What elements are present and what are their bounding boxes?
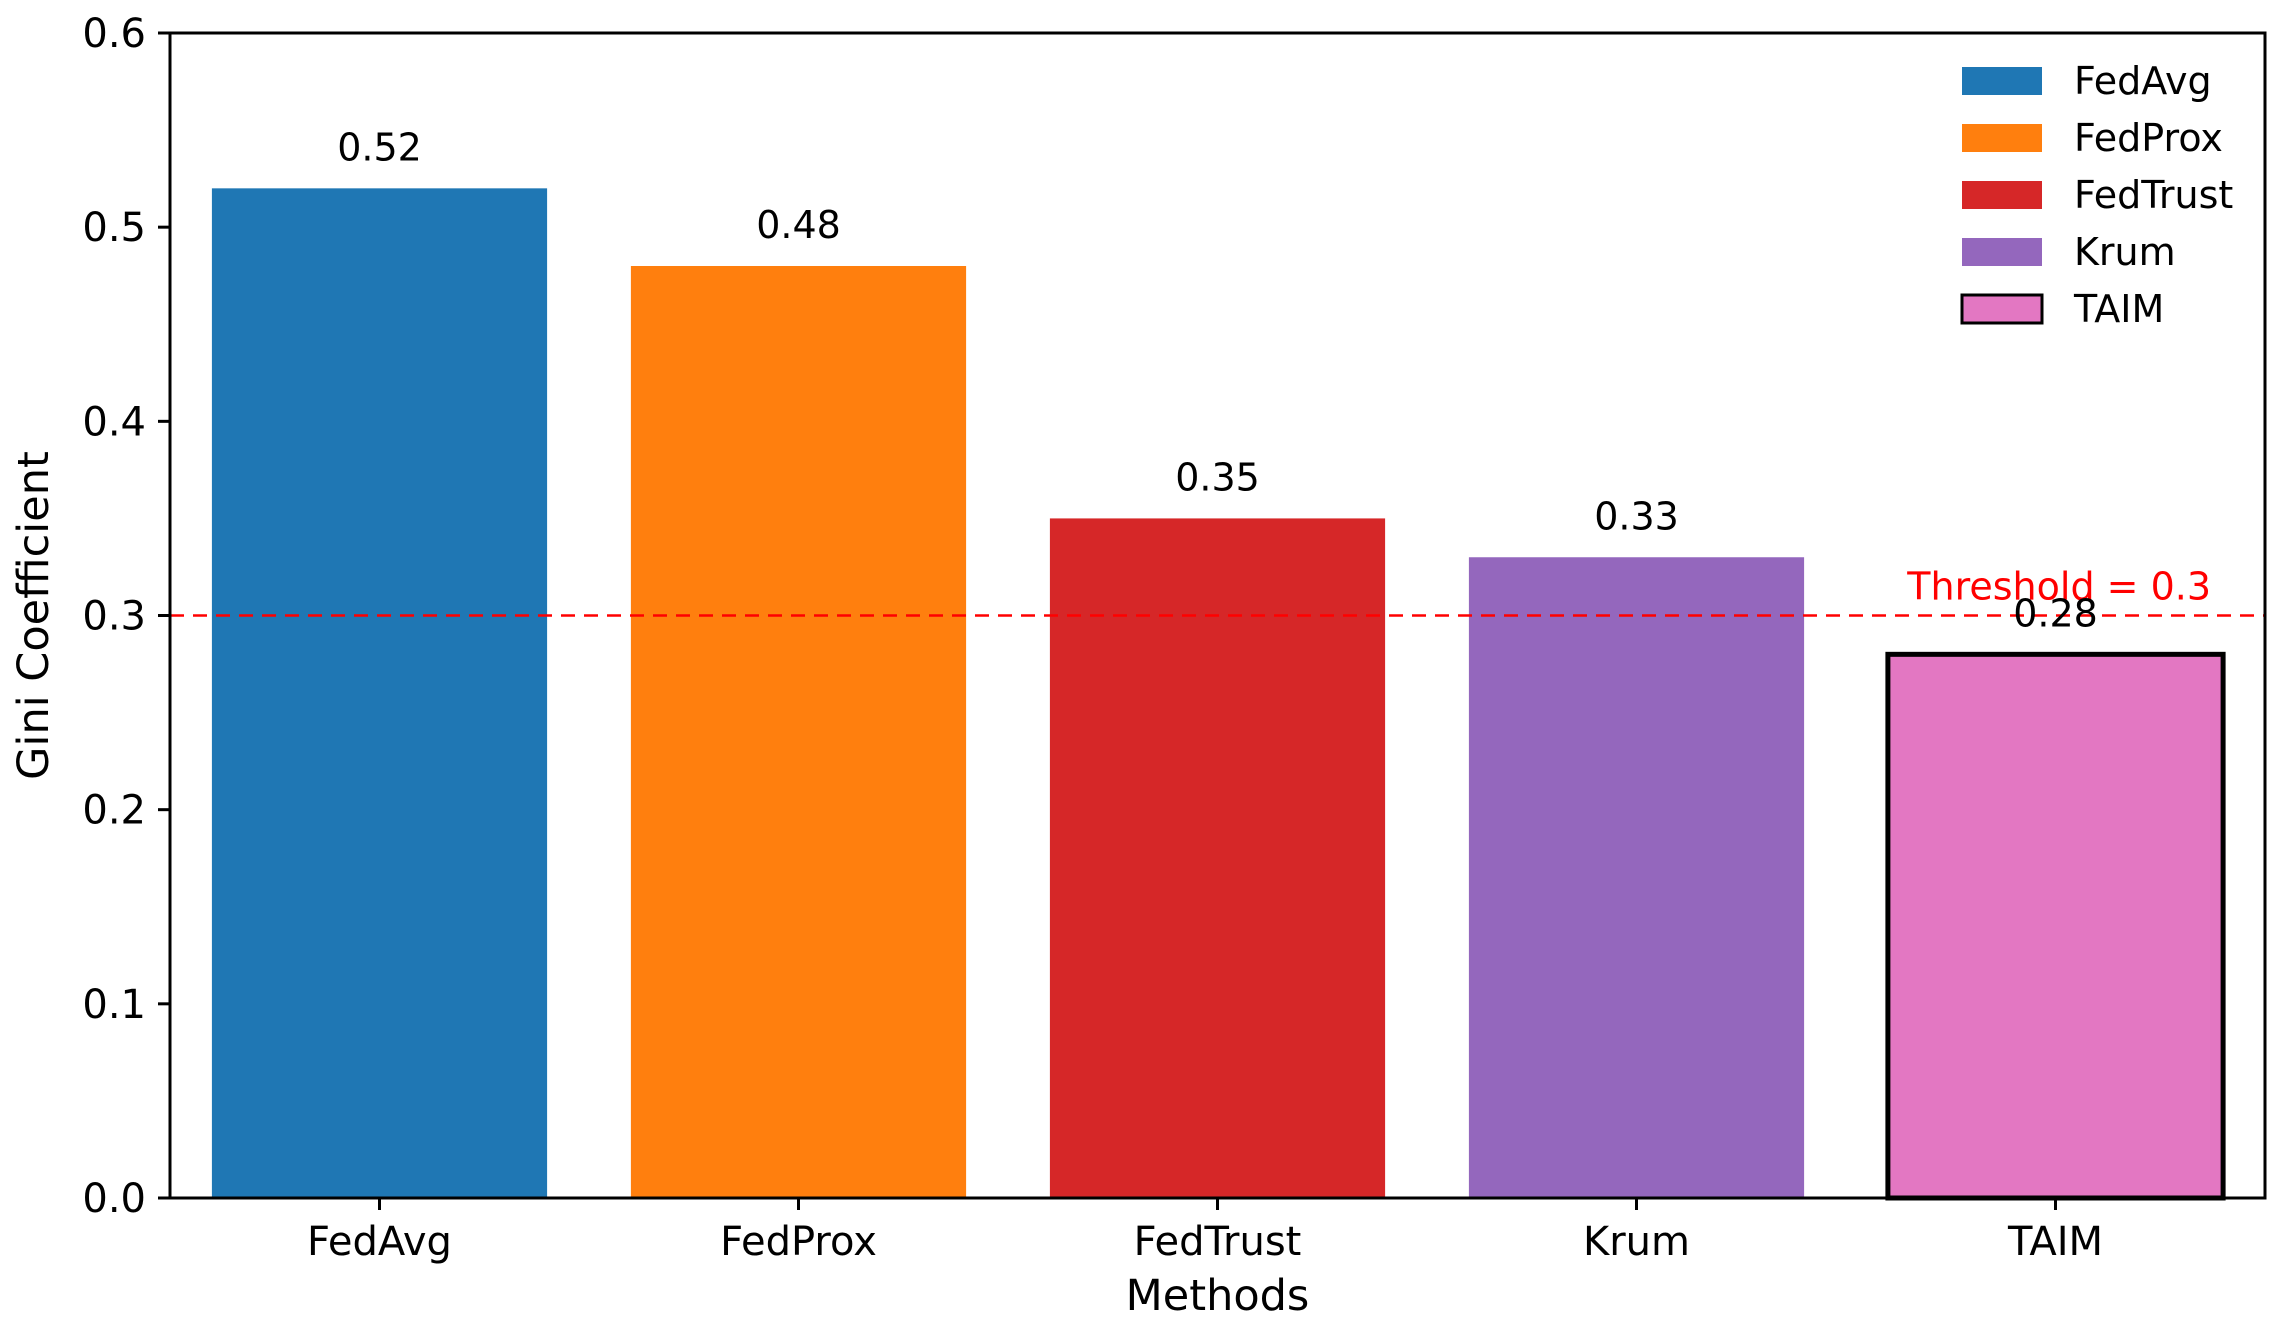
legend: FedAvg FedProx FedTrust Krum TAIM xyxy=(1960,59,2233,331)
data-label-fedtrust: 0.35 xyxy=(1175,455,1260,499)
legend-label-fedtrust: FedTrust xyxy=(2074,173,2233,217)
data-label-fedavg: 0.52 xyxy=(337,125,422,169)
data-label-krum: 0.33 xyxy=(1594,494,1679,538)
bar-fedprox xyxy=(630,266,967,1198)
threshold-label: Threshold = 0.3 xyxy=(1906,565,2211,609)
y-axis: 0.0 0.1 0.2 0.3 0.4 0.5 0.6 xyxy=(82,11,170,1222)
x-tick-label: TAIM xyxy=(2007,1219,2103,1265)
y-axis-label: Gini Coefficient xyxy=(9,451,59,780)
x-tick-label: FedProx xyxy=(720,1219,877,1265)
y-tick-label: 0.2 xyxy=(82,788,146,834)
legend-label-taim: TAIM xyxy=(2073,287,2164,331)
data-label-taim: 0.28 xyxy=(2013,591,2098,635)
data-labels-layer: 0.52 0.48 0.35 0.33 0.28 xyxy=(337,125,2098,635)
legend-swatch-fedprox xyxy=(1962,124,2042,152)
y-tick-label: 0.4 xyxy=(82,399,146,445)
legend-swatch-fedavg xyxy=(1962,67,2042,95)
legend-label-fedavg: FedAvg xyxy=(2074,59,2212,103)
y-tick-label: 0.5 xyxy=(82,205,146,251)
bar-krum xyxy=(1468,557,1805,1198)
x-tick-label: Krum xyxy=(1583,1219,1690,1265)
bar-taim xyxy=(1885,651,2226,1201)
legend-swatch-krum xyxy=(1962,238,2042,266)
x-tick-label: FedAvg xyxy=(307,1219,452,1265)
data-label-fedprox: 0.48 xyxy=(756,203,841,247)
x-axis-label: Methods xyxy=(1126,1271,1310,1321)
threshold-layer: Threshold = 0.3 xyxy=(170,565,2265,617)
y-tick-label: 0.6 xyxy=(82,11,146,57)
legend-label-krum: Krum xyxy=(2074,230,2176,274)
x-axis: FedAvg FedProx FedTrust Krum TAIM xyxy=(307,1198,2103,1265)
legend-swatch-taim xyxy=(1960,293,2044,325)
x-tick-label: FedTrust xyxy=(1134,1219,1302,1265)
y-tick-label: 0.3 xyxy=(82,594,146,640)
y-tick-label: 0.1 xyxy=(82,982,146,1028)
legend-swatch-fedtrust xyxy=(1962,181,2042,209)
bar-fedavg xyxy=(211,188,548,1199)
bars-layer xyxy=(211,188,2226,1201)
legend-label-fedprox: FedProx xyxy=(2074,116,2223,160)
bar-fedtrust xyxy=(1049,518,1386,1198)
y-tick-label: 0.0 xyxy=(82,1176,146,1222)
